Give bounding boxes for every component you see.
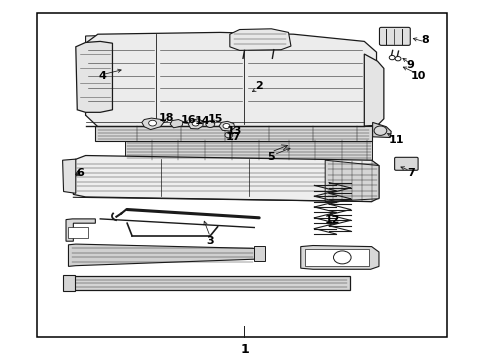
Text: 9: 9 xyxy=(406,60,414,70)
Polygon shape xyxy=(73,156,378,202)
Circle shape xyxy=(148,120,156,126)
Text: 15: 15 xyxy=(207,114,223,124)
Circle shape xyxy=(223,123,229,129)
Text: 4: 4 xyxy=(99,71,106,81)
Bar xyxy=(124,140,371,160)
Text: 18: 18 xyxy=(158,113,174,123)
Text: 2: 2 xyxy=(255,81,263,91)
FancyBboxPatch shape xyxy=(394,157,417,170)
Polygon shape xyxy=(372,122,390,138)
Bar xyxy=(95,126,371,141)
Polygon shape xyxy=(325,160,378,202)
Circle shape xyxy=(394,57,400,61)
Polygon shape xyxy=(142,118,163,130)
Text: 1: 1 xyxy=(240,343,248,356)
Text: 3: 3 xyxy=(206,236,214,246)
Polygon shape xyxy=(62,159,76,193)
Polygon shape xyxy=(219,121,234,131)
Text: 6: 6 xyxy=(77,168,84,178)
Polygon shape xyxy=(85,34,151,115)
Bar xyxy=(68,227,88,238)
Text: 7: 7 xyxy=(406,168,414,178)
Text: 12: 12 xyxy=(324,215,340,225)
Bar xyxy=(71,276,349,290)
Text: 10: 10 xyxy=(409,71,425,81)
Circle shape xyxy=(224,132,232,138)
Text: 14: 14 xyxy=(195,116,210,126)
Bar xyxy=(37,13,447,337)
Text: 13: 13 xyxy=(226,126,242,136)
Text: 8: 8 xyxy=(421,35,428,45)
Polygon shape xyxy=(229,29,290,50)
Polygon shape xyxy=(364,54,383,126)
Polygon shape xyxy=(66,219,95,241)
FancyBboxPatch shape xyxy=(379,27,409,45)
Bar xyxy=(62,275,75,291)
Circle shape xyxy=(192,121,199,126)
Text: 11: 11 xyxy=(387,135,403,145)
Text: 17: 17 xyxy=(225,132,241,142)
Text: 5: 5 xyxy=(267,152,275,162)
Polygon shape xyxy=(85,32,376,127)
Polygon shape xyxy=(68,244,256,266)
Polygon shape xyxy=(76,41,112,112)
Polygon shape xyxy=(170,120,183,128)
Bar xyxy=(305,249,368,266)
Circle shape xyxy=(333,251,350,264)
Polygon shape xyxy=(300,246,378,269)
Circle shape xyxy=(388,55,394,60)
Circle shape xyxy=(373,126,386,135)
Circle shape xyxy=(205,121,214,127)
Polygon shape xyxy=(188,119,203,129)
Text: 16: 16 xyxy=(180,114,196,125)
Bar xyxy=(254,246,264,261)
